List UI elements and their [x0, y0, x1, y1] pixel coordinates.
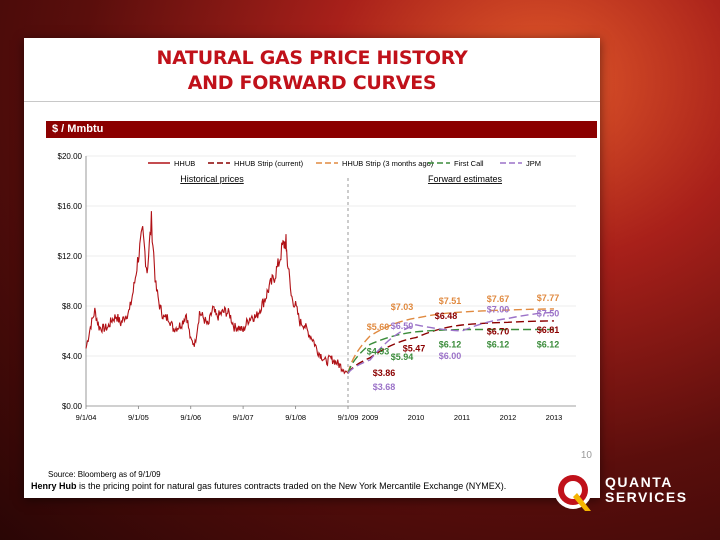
- series-forward-line: [347, 328, 554, 374]
- quanta-q-icon: [554, 471, 592, 511]
- data-label: $6.70: [487, 326, 510, 336]
- unit-label-bar: $ / Mmbtu: [46, 121, 597, 138]
- x-tick-label: 9/1/08: [285, 413, 306, 422]
- x-tick-label: 2013: [546, 413, 563, 422]
- x-tick-label: 2012: [500, 413, 517, 422]
- data-label: $6.12: [487, 340, 510, 350]
- data-label: $7.51: [439, 296, 462, 306]
- data-label: $6.50: [391, 321, 414, 331]
- title-divider: [24, 101, 600, 102]
- data-label: $7.00: [487, 305, 510, 315]
- y-tick-label: $20.00: [58, 152, 83, 161]
- slide-title-line1: NATURAL GAS PRICE HISTORY: [156, 47, 468, 69]
- legend-label: JPM: [526, 159, 541, 168]
- footnote-bold: Henry Hub: [31, 481, 77, 491]
- x-tick-label: 9/1/04: [76, 413, 97, 422]
- data-label: $6.12: [537, 340, 560, 350]
- data-label: $4.93: [367, 346, 390, 356]
- data-label: $7.03: [391, 302, 414, 312]
- x-tick-label: 9/1/06: [180, 413, 201, 422]
- region-label-history: Historical prices: [180, 174, 244, 184]
- logo-line1: QUANTA: [605, 474, 673, 490]
- data-label: $7.67: [487, 294, 510, 304]
- y-tick-label: $0.00: [62, 402, 83, 411]
- x-tick-label: 2010: [408, 413, 425, 422]
- y-tick-label: $12.00: [58, 252, 83, 261]
- footnote: Henry Hub is the pricing point for natur…: [31, 481, 506, 491]
- data-label: $7.77: [537, 293, 560, 303]
- x-tick-label: 9/1/07: [233, 413, 254, 422]
- quanta-logo: QUANTA SERVICES: [547, 467, 701, 513]
- data-label: $6.48: [435, 311, 458, 321]
- legend-label: HHUB Strip (current): [234, 159, 304, 168]
- series-forward-line: [347, 311, 555, 374]
- footnote-text: is the pricing point for natural gas fut…: [76, 481, 507, 491]
- legend-label: HHUB: [174, 159, 195, 168]
- slide-title-line2: AND FORWARD CURVES: [187, 72, 437, 94]
- legend-label: HHUB Strip (3 months ago): [342, 159, 434, 168]
- slide: NATURAL GAS PRICE HISTORY AND FORWARD CU…: [24, 38, 600, 498]
- series-hhub-line: [85, 211, 349, 375]
- source-note: Source: Bloomberg as of 9/1/09: [48, 470, 161, 479]
- data-label: $3.86: [373, 368, 396, 378]
- data-label: $7.50: [537, 308, 560, 318]
- logo-line2: SERVICES: [605, 489, 688, 505]
- y-tick-label: $16.00: [58, 202, 83, 211]
- x-tick-label: 2011: [454, 413, 470, 422]
- y-tick-label: $8.00: [62, 302, 83, 311]
- data-label: $5.47: [403, 344, 426, 354]
- data-label: $3.68: [373, 382, 396, 392]
- region-label-forward: Forward estimates: [428, 174, 503, 184]
- legend-label: First Call: [454, 159, 484, 168]
- data-label: $6.81: [537, 325, 560, 335]
- x-tick-label: 9/1/05: [128, 413, 149, 422]
- y-tick-label: $4.00: [62, 352, 83, 361]
- data-label: $5.60: [367, 322, 390, 332]
- data-label: $5.94: [391, 352, 414, 362]
- x-tick-label: 2009: [362, 413, 379, 422]
- data-label: $6.12: [439, 340, 462, 350]
- page-number: 10: [580, 450, 592, 461]
- series-forward-line: [347, 308, 555, 374]
- x-tick-label: 9/1/09: [338, 413, 359, 422]
- data-label: $6.00: [439, 351, 462, 361]
